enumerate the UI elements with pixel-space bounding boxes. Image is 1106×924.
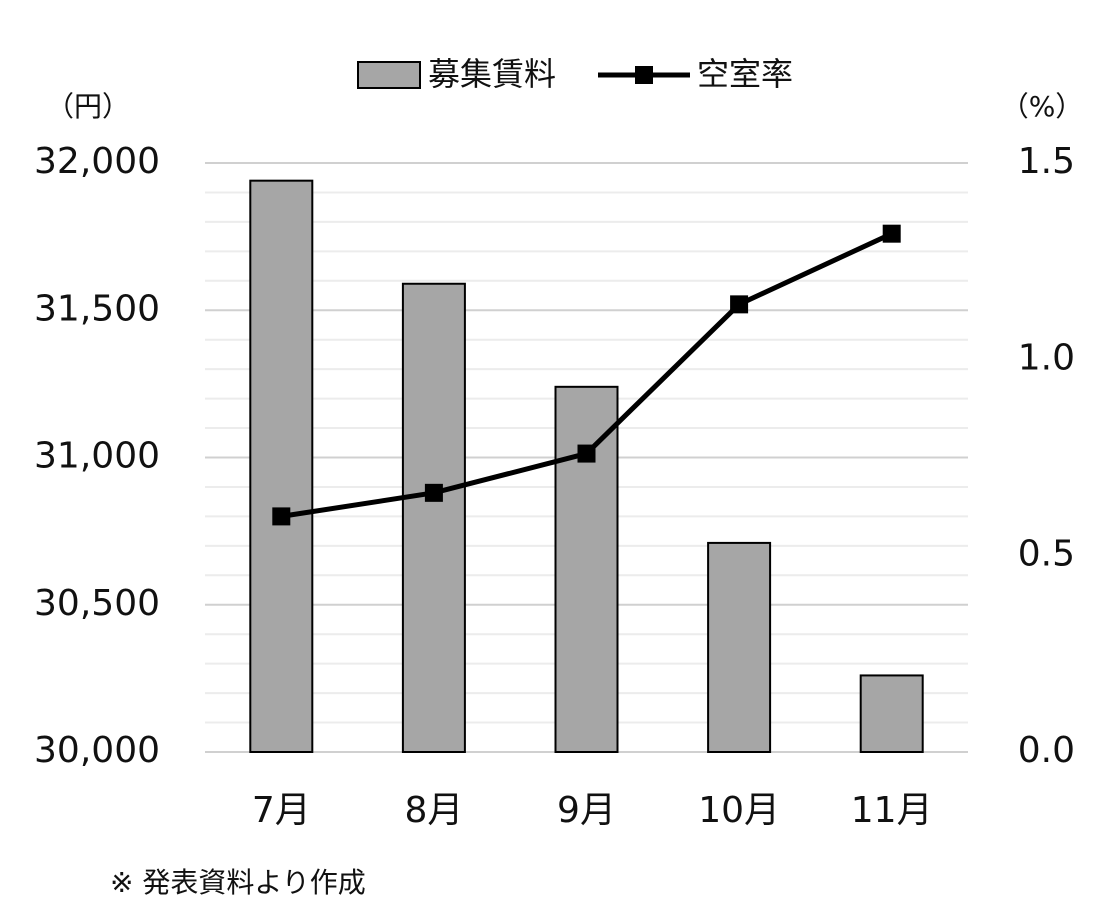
bar bbox=[401, 282, 466, 753]
x-tick-label: 10月 bbox=[698, 790, 780, 831]
footnote: ※ 発表資料より作成 bbox=[110, 866, 366, 899]
bar bbox=[249, 179, 314, 754]
y-tick-label: 31,000 bbox=[34, 436, 160, 477]
bar bbox=[859, 674, 924, 753]
y2-unit: （%） bbox=[1001, 90, 1084, 123]
y2-tick-label: 1.5 bbox=[1018, 141, 1075, 182]
bar bbox=[554, 385, 619, 753]
bar bbox=[707, 541, 772, 754]
y2-tick-label: 0.5 bbox=[1018, 534, 1075, 575]
y-unit: （円） bbox=[46, 90, 130, 123]
y-tick-label: 31,500 bbox=[34, 288, 160, 329]
y-tick-label: 30,500 bbox=[34, 583, 160, 624]
x-tick-label: 8月 bbox=[404, 790, 463, 831]
y2-tick-label: 0.0 bbox=[1018, 730, 1075, 771]
marker bbox=[882, 224, 901, 243]
marker bbox=[424, 483, 443, 502]
legend-label: 空室率 bbox=[697, 55, 793, 93]
legend-swatch bbox=[357, 61, 421, 89]
marker bbox=[730, 295, 749, 314]
marker bbox=[272, 507, 291, 526]
y-tick-label: 30,000 bbox=[34, 730, 160, 771]
x-tick-label: 7月 bbox=[252, 790, 311, 831]
y2-tick-label: 1.0 bbox=[1018, 337, 1075, 378]
legend-marker bbox=[635, 66, 653, 84]
legend-label: 募集賃料 bbox=[428, 55, 556, 93]
x-tick-label: 9月 bbox=[557, 790, 616, 831]
marker bbox=[577, 444, 596, 463]
x-tick-label: 11月 bbox=[851, 790, 933, 831]
y-tick-label: 32,000 bbox=[34, 141, 160, 182]
